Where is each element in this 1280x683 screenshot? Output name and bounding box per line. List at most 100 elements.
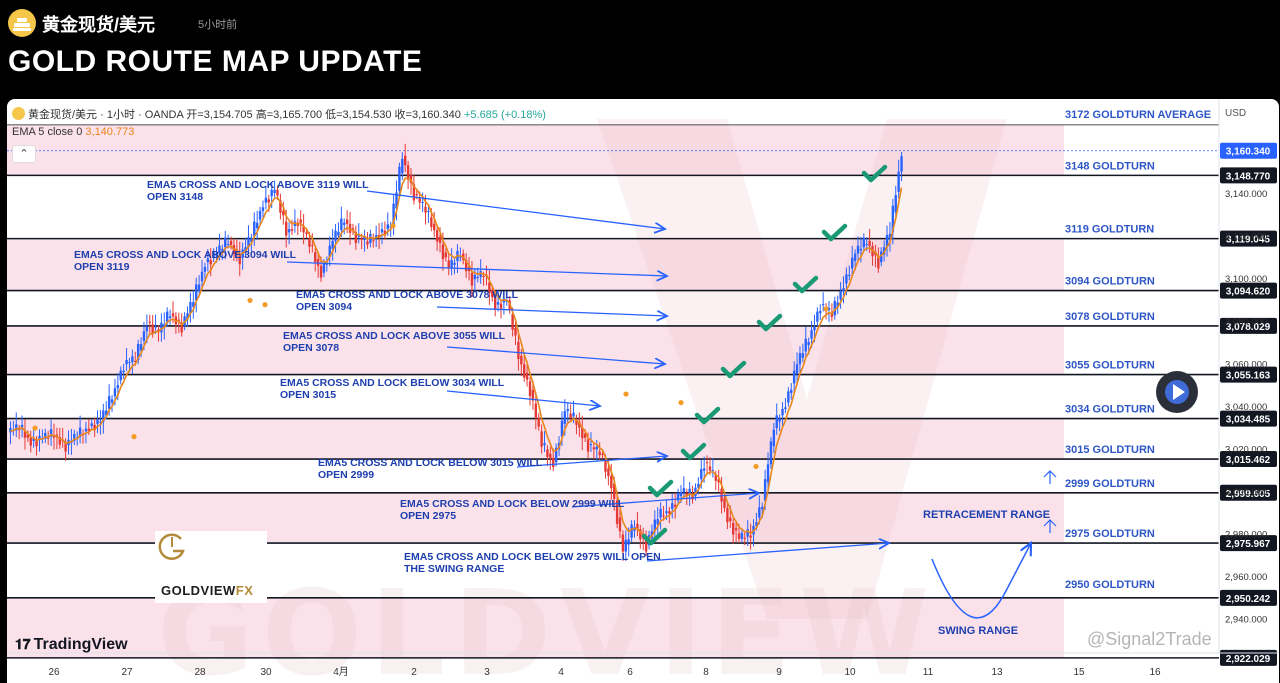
- candle-body: [319, 265, 323, 278]
- price-axis-tick: 3,040.000: [1225, 402, 1267, 413]
- signal-dot: [247, 297, 253, 304]
- check-mark-icon: [680, 442, 707, 461]
- candle-body: [412, 184, 416, 201]
- candle-body: [435, 230, 439, 242]
- tradingview-logo[interactable]: 𝟏𝟕 TradingView: [15, 636, 128, 654]
- price-tag-label: 3,148.770: [1226, 171, 1271, 182]
- candle-body: [404, 155, 407, 166]
- candle-body: [621, 534, 625, 552]
- candle-body: [729, 517, 732, 522]
- candle-body: [119, 370, 122, 381]
- signal-watermark: @Signal2Trade: [1087, 629, 1212, 649]
- watermark-v-shape: [597, 119, 1007, 619]
- symbol-title[interactable]: 黄金现货/美元: [42, 15, 156, 35]
- candle-body: [523, 364, 526, 378]
- candle-body: [900, 156, 903, 172]
- candle-body: [482, 275, 485, 277]
- time-axis-tick: 13: [991, 667, 1003, 678]
- up-arrow-icon: [1043, 519, 1057, 533]
- candle-body: [253, 221, 256, 237]
- price-tag-bg: [1220, 230, 1277, 247]
- candle-body: [267, 199, 270, 203]
- ohlc-legend-text: 黄金现货/美元 · 1小时 · OANDA 开=3,154.705 高=3,16…: [28, 109, 461, 121]
- ohlc-legend: 黄金现货/美元 · 1小时 · OANDA 开=3,154.705 高=3,16…: [12, 106, 546, 122]
- collapse-legend-button[interactable]: ⌃: [12, 145, 36, 163]
- time-axis-tick: 2: [411, 667, 417, 678]
- candle-body: [688, 488, 691, 495]
- candle-body: [299, 219, 302, 223]
- candle-body: [360, 238, 363, 240]
- candle-body: [772, 429, 776, 447]
- chart-svg[interactable]: GOLDVIEW 3172 GOLDTURN AVERAGE 3148 GOLDTU…: [7, 99, 1279, 683]
- candle-body: [421, 202, 424, 204]
- annotation-text: EMA5 CROSS AND LOCK BELOW 3015 WILL: [318, 457, 543, 469]
- candle-body: [775, 415, 778, 429]
- candle-body: [700, 469, 703, 480]
- candle-body: [653, 519, 657, 532]
- goldturn-label: 3148 GOLDTURN: [1065, 160, 1155, 172]
- time-axis-tick: 26: [48, 667, 60, 678]
- candle-body: [168, 316, 172, 318]
- ema-value: 3,140.773: [85, 126, 135, 138]
- post-title: GOLD ROUTE MAP UPDATE: [8, 45, 423, 78]
- candle-body: [340, 218, 343, 231]
- candle-body: [29, 437, 32, 446]
- candle-body: [604, 461, 607, 472]
- candle-body: [702, 468, 706, 471]
- candle-body: [839, 291, 842, 300]
- candle-body: [778, 418, 781, 422]
- candle-body: [374, 234, 378, 238]
- ema-indicator-legend[interactable]: EMA 5 close 0 3,140.773: [12, 126, 134, 138]
- candle-body: [514, 328, 517, 336]
- candle-body: [302, 225, 305, 233]
- candle-body: [816, 311, 819, 322]
- candle-body: [354, 232, 358, 243]
- price-tag-label: 3,015.462: [1226, 455, 1271, 466]
- check-mark-icon: [694, 406, 721, 425]
- annotation-text: OPEN 3094: [296, 301, 352, 313]
- tradingview-icon: 𝟏𝟕: [15, 636, 31, 652]
- candle-body: [589, 444, 593, 446]
- candle-body: [203, 266, 207, 272]
- candle-body: [282, 211, 285, 216]
- swing-range-label: SWING RANGE: [938, 625, 1018, 637]
- candle-body: [250, 238, 253, 242]
- candle-body: [139, 344, 143, 351]
- candle-body: [627, 539, 630, 545]
- goldturn-zone: [7, 597, 1064, 658]
- candle-body: [853, 253, 857, 262]
- candle-body: [581, 427, 584, 439]
- candle-body: [595, 446, 598, 450]
- price-axis-tick: 3,060.000: [1225, 359, 1267, 370]
- candle-body: [726, 507, 729, 523]
- chart-area[interactable]: GOLDVIEW 3172 GOLDTURN AVERAGE 3148 GOLDTU…: [7, 99, 1279, 683]
- price-tag-bg: [1220, 282, 1277, 299]
- logo-name: GOLDVIEW: [161, 583, 236, 598]
- check-mark-icon: [641, 527, 668, 546]
- candle-body: [723, 498, 726, 508]
- candle-body: [705, 462, 709, 464]
- candle-body: [23, 431, 27, 438]
- candle-body: [99, 421, 102, 423]
- play-button[interactable]: [1156, 371, 1198, 413]
- candle-body: [261, 207, 265, 212]
- gold-bars-avatar-icon[interactable]: [8, 9, 36, 37]
- goldturn-label: 3172 GOLDTURN AVERAGE: [1065, 109, 1211, 121]
- candle-body: [865, 244, 868, 246]
- candle-body: [125, 360, 128, 365]
- candle-body: [459, 256, 462, 258]
- annotation-text: OPEN 3078: [283, 342, 339, 354]
- candle-body: [685, 493, 688, 496]
- candle-body: [64, 442, 67, 452]
- goldturn-label: 2975 GOLDTURN: [1065, 528, 1155, 540]
- candle-body: [195, 284, 198, 301]
- candle-body: [836, 302, 839, 308]
- candle-body: [372, 240, 375, 242]
- price-axis-tick: 3,020.000: [1225, 444, 1267, 455]
- annotation-text: OPEN 3119: [74, 261, 130, 273]
- chevron-up-icon: ⌃: [19, 148, 29, 160]
- candle-body: [311, 245, 314, 247]
- candle-body: [401, 158, 404, 174]
- candle-body: [209, 260, 212, 265]
- candle-body: [93, 424, 96, 431]
